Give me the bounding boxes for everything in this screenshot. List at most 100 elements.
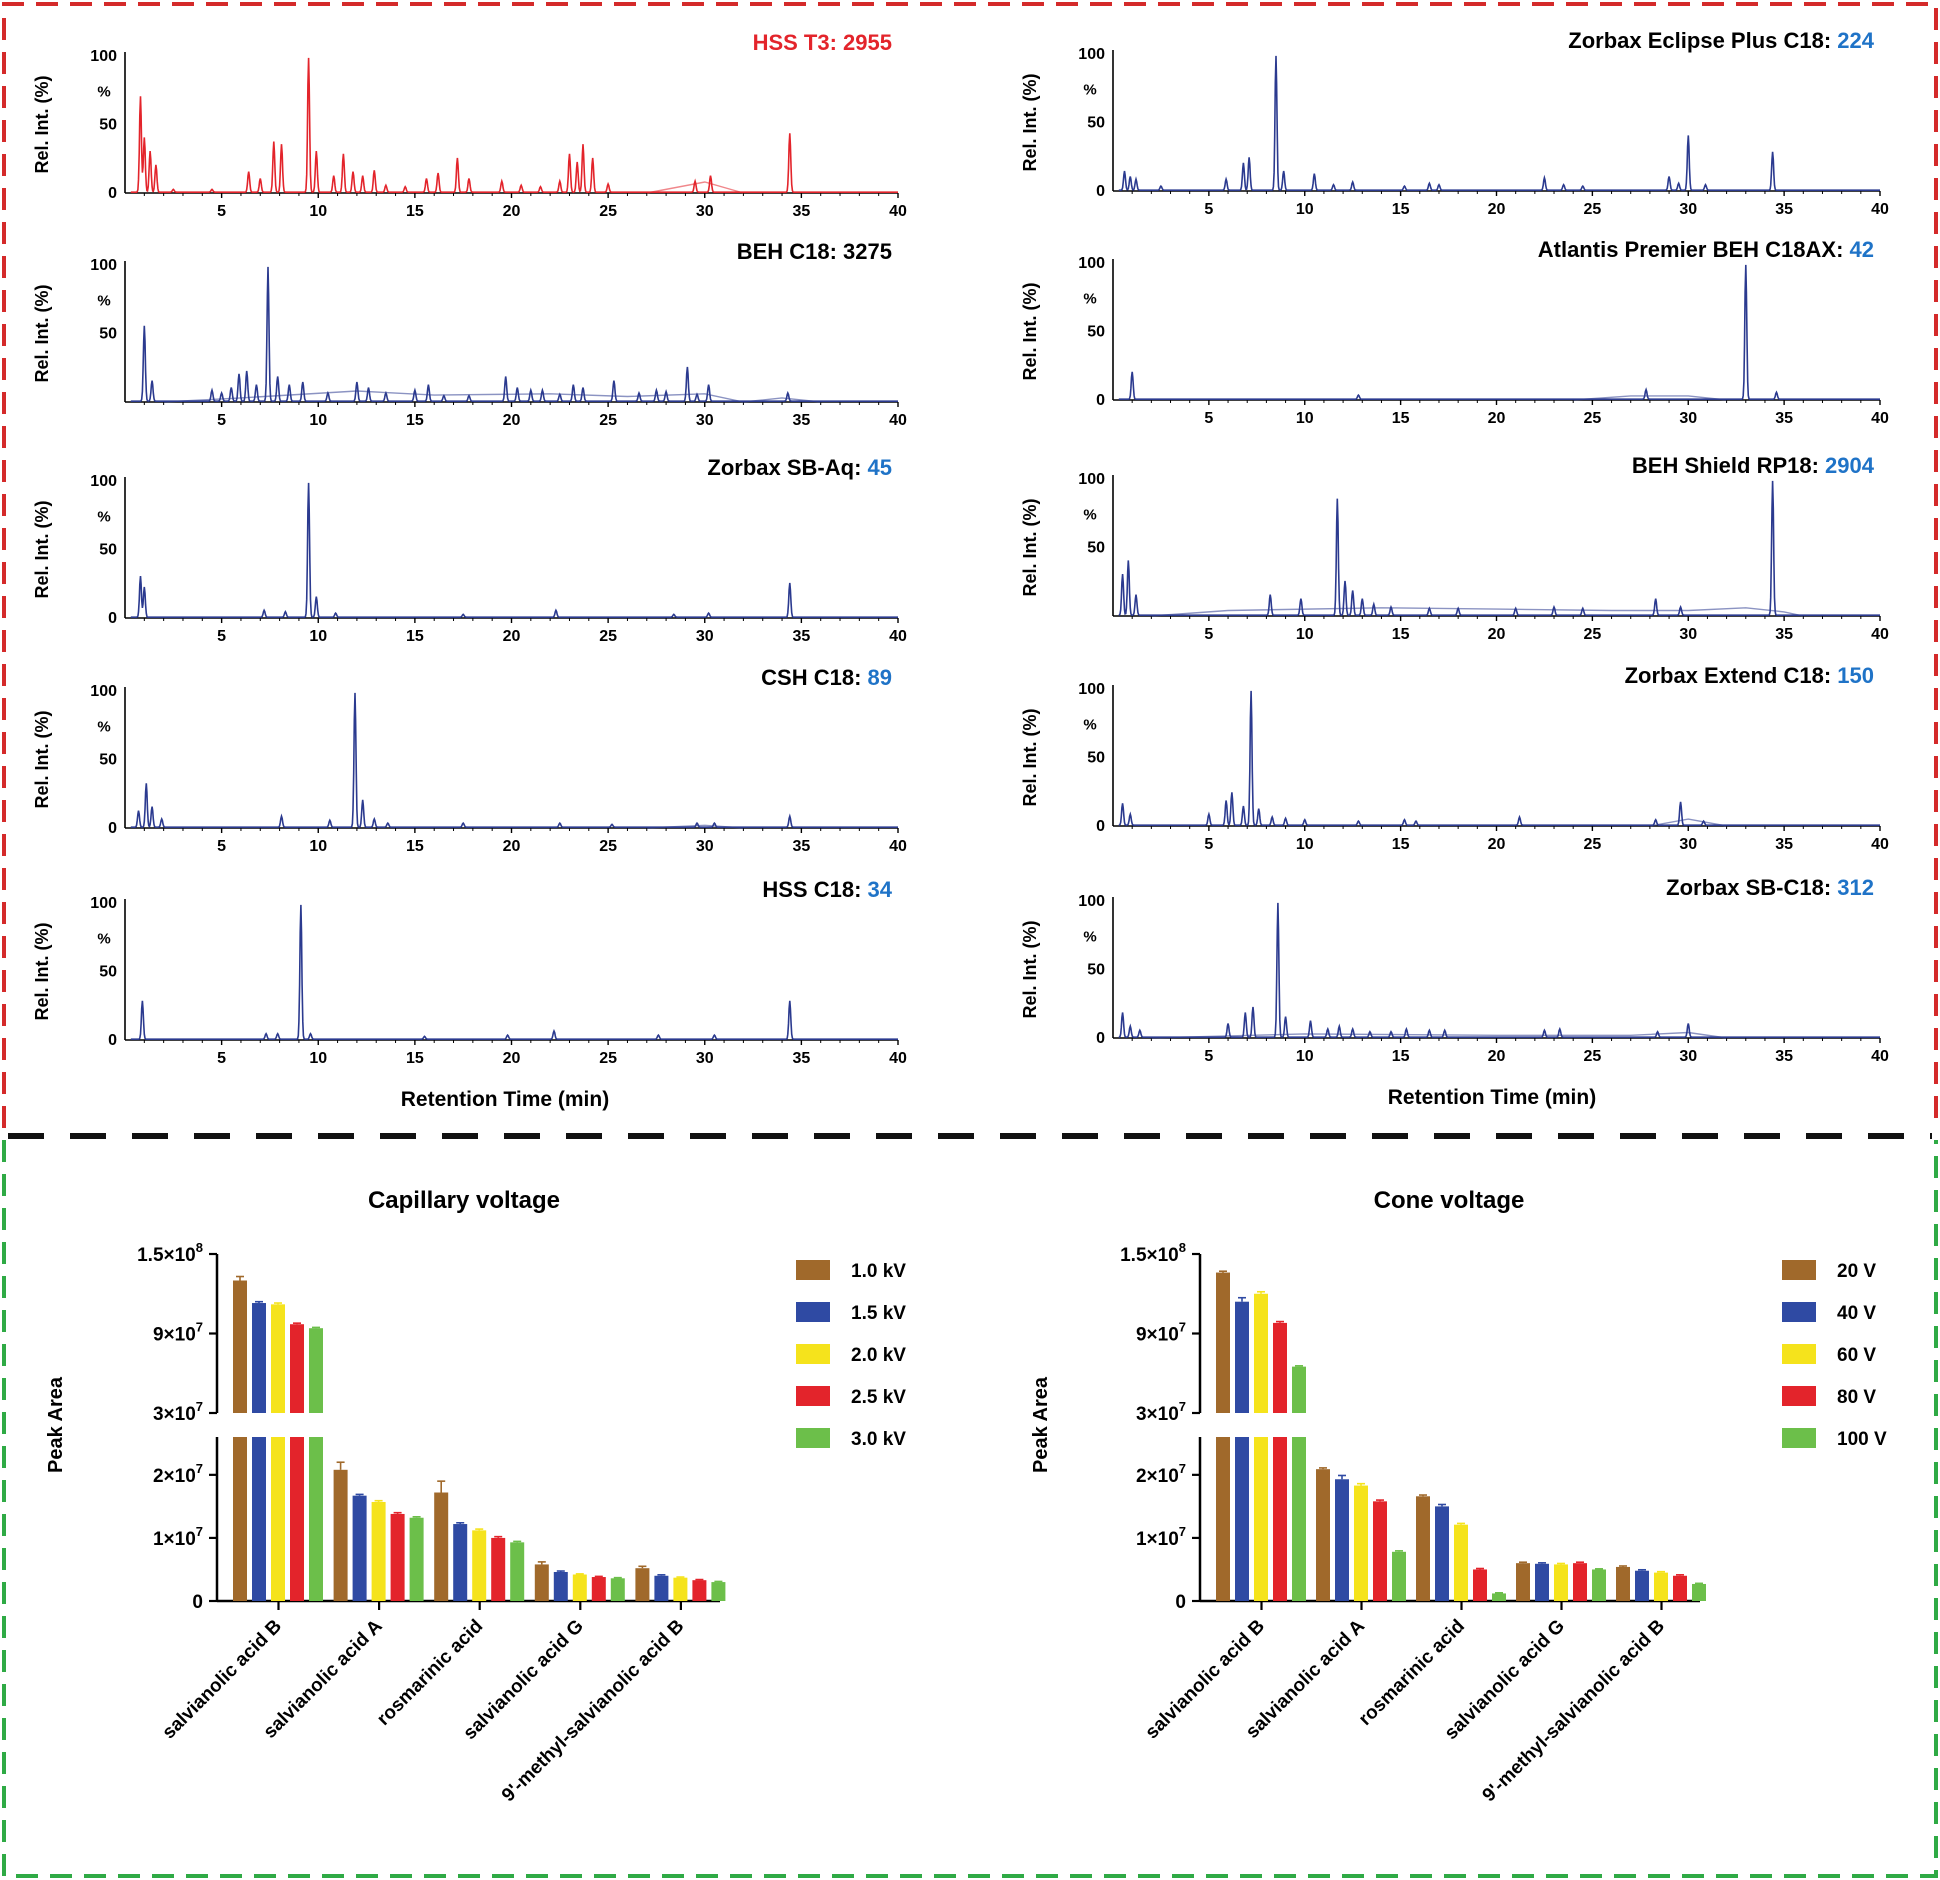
x-tick-label: 20 <box>1488 1048 1506 1065</box>
percent-label: % <box>97 292 110 309</box>
bar <box>1616 1566 1630 1601</box>
bar <box>252 1437 266 1601</box>
bar <box>472 1530 487 1601</box>
bar <box>1235 1437 1249 1601</box>
x-tick-label: 25 <box>1583 836 1601 853</box>
legend-label: 1.5 kV <box>851 1303 906 1324</box>
x-tick-label: 40 <box>889 203 907 220</box>
x-tick-label: 15 <box>406 203 424 220</box>
bar <box>1473 1569 1487 1601</box>
bar <box>271 1304 285 1413</box>
bar <box>434 1492 449 1601</box>
y-tick-label: 50 <box>99 964 117 981</box>
y-tick-label: 9×107 <box>153 1320 203 1346</box>
y-tick-mantissa: 2×10 <box>153 1466 196 1487</box>
y-tick-exponent: 7 <box>196 1524 203 1539</box>
chromatogram-panel: 5 10 15 20 25 30 35 40 100 50 0% Rel. Int. (%) Zorba… <box>1020 663 1889 853</box>
panel-title: Zorbax Extend C18: 150 <box>1625 663 1874 688</box>
x-tick-label: 15 <box>1392 410 1410 427</box>
chromatogram-trace <box>130 904 898 1040</box>
x-tick-label: 30 <box>1679 410 1697 427</box>
x-tick-label: 25 <box>599 628 617 645</box>
bar <box>1316 1469 1330 1601</box>
x-tick-label: 5 <box>1204 626 1213 643</box>
bar <box>233 1280 247 1413</box>
x-tick-label: 30 <box>696 838 714 855</box>
y-tick-label: 3×107 <box>153 1399 203 1425</box>
x-tick-label: 10 <box>309 203 327 220</box>
y-tick-exponent: 8 <box>1179 1240 1186 1255</box>
panel-title: Zorbax Eclipse Plus C18: 224 <box>1568 28 1874 53</box>
bar <box>1273 1322 1287 1413</box>
chromatogram-panel: 5 10 15 20 25 30 35 40 100 50 0% Rel. Int. (%) Zorba… <box>32 455 907 645</box>
y-axis-label: Rel. Int. (%) <box>32 710 52 808</box>
bar <box>252 1303 266 1413</box>
x-tick-label: 35 <box>1775 836 1793 853</box>
bar <box>1435 1506 1449 1601</box>
x-tick-label: 40 <box>1871 201 1889 218</box>
panel-title: Atlantis Premier BEH C18AX: 42 <box>1538 237 1874 262</box>
legend-label: 2.5 kV <box>851 1387 906 1408</box>
column-name: Zorbax Extend C18: <box>1625 663 1838 688</box>
baseline-hump <box>1649 818 1727 827</box>
bar <box>1392 1551 1406 1601</box>
x-tick-label: 40 <box>889 412 907 429</box>
y-tick-label: 50 <box>1087 115 1105 132</box>
bar <box>654 1575 669 1601</box>
y-tick-label: 100 <box>90 683 117 700</box>
chromatogram-trace <box>1118 690 1880 827</box>
bar <box>1292 1366 1306 1413</box>
x-tick-label: 20 <box>1488 836 1506 853</box>
y-tick-label: 100 <box>1078 46 1105 63</box>
legend-label: 2.0 kV <box>851 1345 906 1366</box>
x-tick-label: 15 <box>406 1050 424 1067</box>
y-axis-label: Peak Area <box>1030 1376 1052 1473</box>
x-tick-label: 20 <box>503 628 521 645</box>
x-tick-label: 5 <box>217 838 226 855</box>
x-tick-label: 5 <box>1204 410 1213 427</box>
baseline-hump <box>163 390 821 403</box>
x-tick-label: 35 <box>792 1050 810 1067</box>
y-axis-label: Peak Area <box>45 1376 67 1473</box>
bar <box>409 1517 424 1601</box>
panel-title: BEH Shield RP18: 2904 <box>1632 453 1875 478</box>
percent-label: % <box>97 508 110 525</box>
y-axis-label: Rel. Int. (%) <box>1020 73 1040 171</box>
x-tick-label: 40 <box>889 1050 907 1067</box>
y-tick-label: 0 <box>108 185 117 202</box>
bar <box>453 1524 468 1601</box>
bar <box>635 1568 650 1601</box>
chromatogram-panel: 5 10 15 20 25 30 35 40 100 50% Rel. Int. (%) BEH Sh… <box>1020 453 1889 643</box>
bar <box>1354 1485 1368 1601</box>
y-tick-label: 3×107 <box>1136 1399 1186 1425</box>
x-tick-label: 25 <box>1583 410 1601 427</box>
x-tick-label: 40 <box>1871 836 1889 853</box>
x-tick-label: 10 <box>309 838 327 855</box>
y-tick-label: 100 <box>1078 255 1105 272</box>
y-tick-label: 50 <box>99 326 117 343</box>
y-axis-label: Rel. Int. (%) <box>32 284 52 382</box>
bar <box>271 1437 285 1601</box>
y-axis-label: Rel. Int. (%) <box>1020 920 1040 1018</box>
bar <box>711 1582 726 1601</box>
legend-swatch <box>1782 1386 1816 1406</box>
column-name: HSS C18: <box>762 877 867 902</box>
y-axis-label: Rel. Int. (%) <box>1020 282 1040 380</box>
y-tick-exponent: 7 <box>1179 1524 1186 1539</box>
bar <box>510 1542 525 1601</box>
x-tick-label: 30 <box>696 1050 714 1067</box>
y-tick-label: 0 <box>1096 818 1105 835</box>
x-tick-label: 35 <box>792 628 810 645</box>
legend-label: 3.0 kV <box>851 1429 906 1450</box>
y-tick-label: 1×107 <box>153 1524 203 1550</box>
x-tick-label: 30 <box>1679 1048 1697 1065</box>
legend-swatch <box>796 1260 830 1280</box>
y-tick-label: 50 <box>99 752 117 769</box>
bar <box>1535 1563 1549 1601</box>
legend-swatch <box>1782 1260 1816 1280</box>
legend-swatch <box>796 1344 830 1364</box>
bar <box>692 1580 707 1601</box>
x-tick-label: 15 <box>406 412 424 429</box>
